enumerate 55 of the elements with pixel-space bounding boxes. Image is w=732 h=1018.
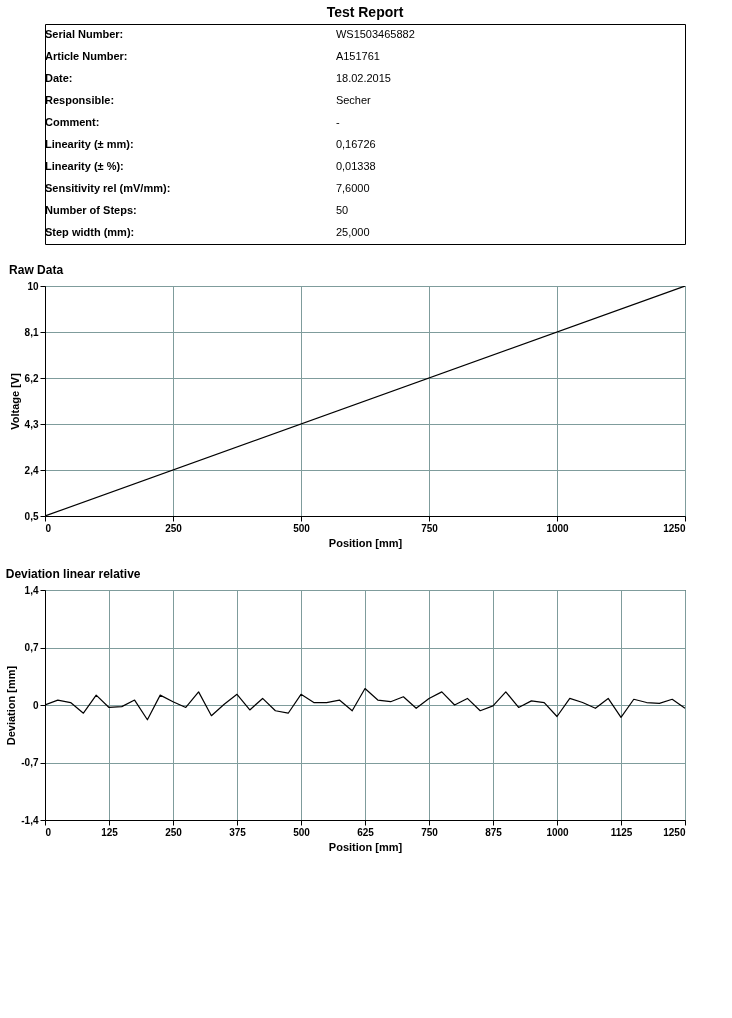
x-tick-label: 1125 <box>610 826 633 838</box>
x-axis-title: Position [mm] <box>328 840 403 853</box>
text: Number of Steps: <box>45 204 137 216</box>
y-tick-label: -0,7 <box>21 757 39 768</box>
y-tick-label: 8,1 <box>24 326 39 338</box>
x-tick-label: 1000 <box>546 522 570 534</box>
chart-title: Raw Data <box>9 263 64 277</box>
text: Step width (mm): <box>45 226 135 238</box>
text: Responsible: <box>45 94 115 106</box>
x-tick-label: 250 <box>165 826 183 838</box>
chart-title: Deviation linear relative <box>5 567 141 581</box>
y-tick-label: 2,4 <box>24 464 39 476</box>
y-tick-label: -1,4 <box>21 814 39 826</box>
text: WS1503465882 <box>335 28 415 40</box>
x-tick-label: 125 <box>101 826 119 838</box>
text: A151761 <box>335 50 380 62</box>
text: 25,000 <box>335 226 370 238</box>
y-tick-label: 10 <box>27 280 39 292</box>
x-tick-label: 500 <box>293 826 311 838</box>
x-axis-title: Position [mm] <box>328 536 403 549</box>
text: Linearity (± %): <box>45 160 124 172</box>
y-tick-label: 0,5 <box>24 510 39 522</box>
x-tick-label: 250 <box>165 522 183 534</box>
x-tick-label: 1250 <box>663 826 686 838</box>
x-tick-label: 0 <box>45 522 52 534</box>
text: 0,01338 <box>335 160 376 172</box>
x-tick-label: 500 <box>293 522 311 534</box>
y-tick-label: 4,3 <box>24 418 39 430</box>
y-axis-title: Voltage [V] <box>8 372 21 430</box>
text: Serial Number: <box>45 28 124 40</box>
text: 18.02.2015 <box>335 72 391 84</box>
text: Linearity (± mm): <box>45 138 134 150</box>
x-tick-label: 0 <box>45 826 52 838</box>
x-tick-label: 750 <box>421 522 439 534</box>
text: 7,6000 <box>335 182 370 194</box>
text: Test Report <box>326 4 404 20</box>
x-tick-label: 375 <box>229 826 247 838</box>
x-tick-label: 875 <box>485 826 503 838</box>
y-tick-label: 6,2 <box>24 372 39 384</box>
y-tick-label: 0 <box>32 699 39 711</box>
y-axis-title: Deviation [mm] <box>5 665 18 746</box>
x-tick-label: 625 <box>357 826 375 838</box>
text: 0,16726 <box>335 138 376 150</box>
y-tick-label: 1,4 <box>24 584 39 596</box>
y-tick-label: 0,7 <box>24 642 39 653</box>
x-tick-label: 1250 <box>663 522 686 534</box>
text: Sensitivity rel (mV/mm): <box>45 182 171 194</box>
text: Secher <box>335 94 372 106</box>
x-tick-label: 750 <box>421 826 439 838</box>
text: Date: <box>45 72 73 84</box>
text: Article Number: <box>45 50 128 62</box>
text: - <box>335 116 340 128</box>
text: Comment: <box>45 116 100 128</box>
x-tick-label: 1000 <box>546 826 570 838</box>
text: 50 <box>335 204 349 216</box>
